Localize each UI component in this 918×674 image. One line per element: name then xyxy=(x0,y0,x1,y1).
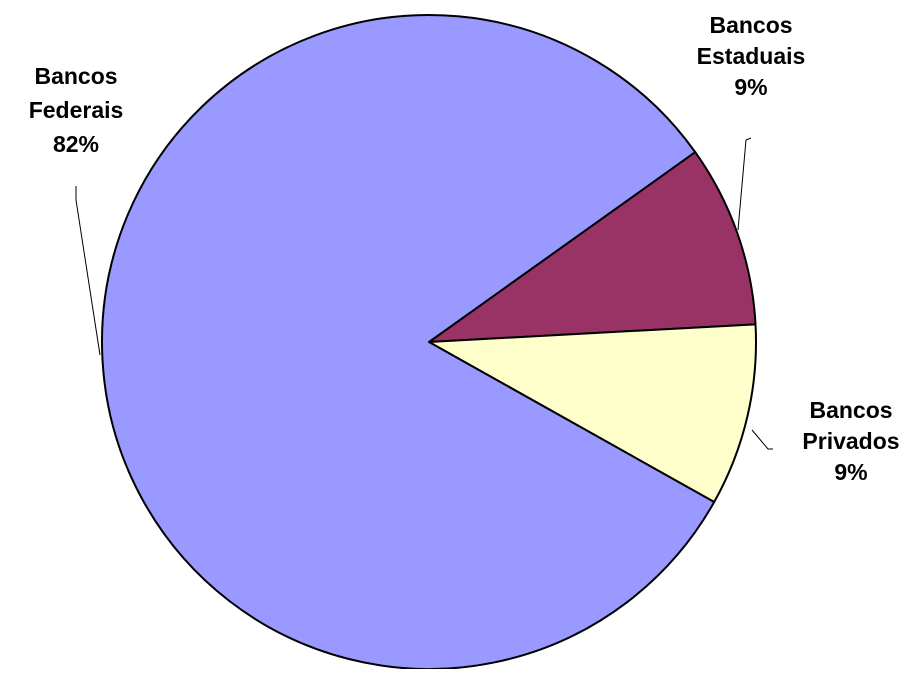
slice-label-bancos-privados: Bancos Privados 9% xyxy=(802,397,899,485)
slice-name-label: Estaduais xyxy=(697,43,806,69)
slice-label-bancos-federais: Bancos Federais 82% xyxy=(29,63,124,157)
slice-name-label: Privados xyxy=(802,428,899,454)
slice-percent-label: 9% xyxy=(734,74,767,100)
pie-slice-bancos-estaduais xyxy=(428,151,757,343)
slice-name-label: Bancos xyxy=(34,63,117,89)
slice-name-label: Bancos xyxy=(809,397,892,423)
slice-name-label: Federais xyxy=(29,97,124,123)
pie-slice-bancos-federais xyxy=(101,14,716,670)
pie-slice-bancos-privados xyxy=(428,323,757,504)
leader-line-bancos-privados xyxy=(751,429,773,450)
slice-percent-label: 9% xyxy=(834,459,867,485)
labels-layer: Bancos Estaduais 9% Bancos Privados 9% Bancos F… xyxy=(29,12,900,485)
leader-line-bancos-federais xyxy=(75,186,101,356)
slices-layer xyxy=(101,14,757,670)
leader-lines-layer xyxy=(75,137,773,450)
leader-line-bancos-estaduais xyxy=(737,137,752,231)
slice-label-bancos-estaduais: Bancos Estaduais 9% xyxy=(697,12,806,100)
slice-percent-label: 82% xyxy=(53,131,99,157)
slice-name-label: Bancos xyxy=(709,12,792,38)
